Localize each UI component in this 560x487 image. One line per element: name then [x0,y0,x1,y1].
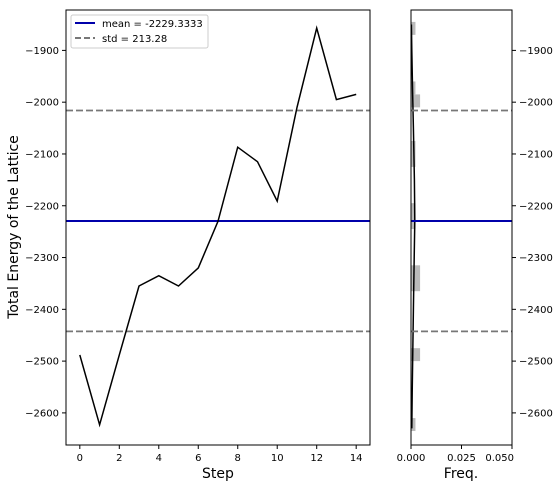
hist-y-tick-label: −2500 [519,357,553,368]
energy-series-line [79,25,357,428]
histogram-bar [411,418,416,432]
histogram-y-ticks: −2600 −2500 −2400 −2300 −2200 −2100 −2000 −1900 [512,46,553,419]
main-y-tick-label: −2500 [25,357,59,368]
histogram-bar [411,348,421,362]
main-x-tick-label: 12 [310,453,323,464]
hist-y-tick-label: −2000 [519,98,553,109]
hist-y-tick-label: −1900 [519,46,553,57]
hist-y-tick-label: −2600 [519,408,553,419]
histogram-bar [411,265,421,292]
main-y-tick-label: −2600 [25,408,59,419]
main-x-axis-label: Step [202,466,234,482]
legend-std-label: std = 213.28 [102,34,167,45]
hist-x-tick-label: 0.025 [447,453,476,464]
hist-y-tick-label: −2400 [519,305,553,316]
hist-y-tick-label: −2200 [519,201,553,212]
histogram-bar [411,94,421,108]
hist-x-tick-label: 0.050 [485,453,514,464]
main-x-tick-label: 8 [235,453,241,464]
main-axes: 0 2 4 6 8 10 12 14 −2600 −2500 −2400 −2300 −2200 −21… [6,9,371,482]
main-x-tick-label: 0 [77,453,83,464]
histogram-plot-area [411,10,512,445]
hist-x-tick-label: 0.000 [397,453,426,464]
histogram-bar [411,203,416,230]
legend-box [70,14,209,49]
main-x-ticks: 0 2 4 6 8 10 12 14 [77,445,363,464]
histogram-x-ticks: 0.000 0.025 0.050 [397,445,514,464]
histogram-reference-lines [411,109,512,333]
main-plot-area [66,10,370,445]
histogram-x-axis-label: Freq. [444,466,478,482]
main-x-tick-label: 6 [195,453,201,464]
main-y-ticks: −2600 −2500 −2400 −2300 −2200 −2100 −2000 −1900 [25,46,66,419]
main-x-tick-label: 10 [271,453,284,464]
main-y-axis-label: Total Energy of the Lattice [6,135,22,320]
main-y-tick-label: −2300 [25,253,59,264]
main-x-tick-label: 4 [156,453,162,464]
main-axes-frame [65,9,371,446]
main-y-tick-label: −2400 [25,305,59,316]
main-y-tick-label: −1900 [25,46,59,57]
main-x-tick-label: 2 [116,453,122,464]
hist-y-tick-label: −2100 [519,149,553,160]
main-y-tick-label: −2200 [25,201,59,212]
main-x-tick-label: 14 [350,453,363,464]
histogram-axes: 0.000 0.025 0.050 −2600 −2500 −2400 −2300 −220… [397,9,553,482]
legend-mean-label: mean = -2229.3333 [102,19,203,30]
hist-y-tick-label: −2300 [519,253,553,264]
legend: mean = -2229.3333 std = 213.28 [70,14,209,49]
main-y-tick-label: −2000 [25,98,59,109]
main-y-tick-label: −2100 [25,149,59,160]
histogram-bar [411,21,416,35]
